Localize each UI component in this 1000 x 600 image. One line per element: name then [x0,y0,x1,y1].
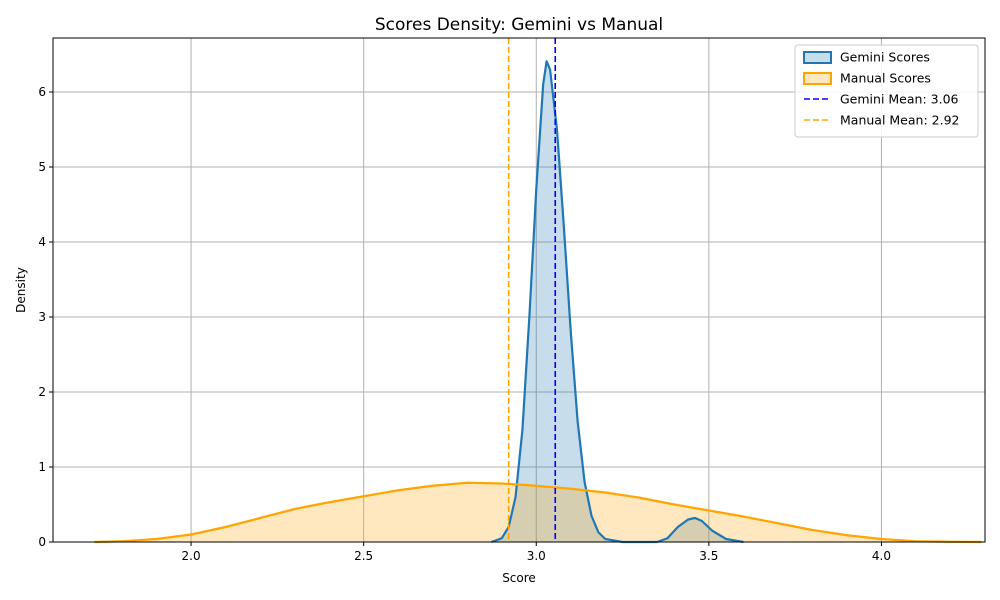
x-tick-label: 2.0 [182,549,201,563]
y-tick-label: 5 [38,160,46,174]
grid [53,38,985,543]
legend-swatch [803,72,832,85]
legend-item-gemini-scores: Gemini Scores [803,50,930,65]
density-lines [94,60,982,544]
legend-item-manual-scores: Manual Scores [803,71,931,86]
legend-box [794,44,979,138]
y-tick-label: 6 [38,85,46,99]
plot-frame [52,37,986,543]
density-fills [94,61,982,542]
legend-label: Gemini Mean: 3.06 [840,92,959,107]
y-axis-ticks: 0 1 2 3 4 5 6 [38,85,53,549]
y-tick-label: 1 [38,460,46,474]
x-tick-label: 4.0 [872,549,891,563]
gemini-scores-line [491,60,744,544]
y-axis-title: Density [14,267,28,313]
x-tick-label: 3.5 [699,549,718,563]
y-tick-label: 4 [38,235,46,249]
manual-scores-area [94,482,982,542]
y-tick-label: 0 [38,535,46,549]
legend-label: Manual Mean: 2.92 [840,113,959,128]
legend-label: Gemini Scores [840,50,930,65]
x-tick-label: 2.5 [354,549,373,563]
legend-label: Manual Scores [840,71,931,86]
mean-lines [507,38,557,542]
legend-item-manual-mean: Manual Mean: 2.92 [804,113,959,128]
x-axis-title: Score [502,571,536,585]
gemini-scores-area [491,61,744,542]
x-tick-label: 3.0 [527,549,546,563]
y-tick-label: 2 [38,385,46,399]
legend-item-gemini-mean: Gemini Mean: 3.06 [804,92,959,107]
chart-title: Scores Density: Gemini vs Manual [375,15,663,35]
manual-scores-line [94,481,982,544]
y-tick-label: 3 [38,310,46,324]
legend: Gemini Scores Manual Scores Gemini Mean: 3… [794,44,979,138]
legend-swatch [803,51,832,64]
x-axis-ticks: 2.0 2.5 3.0 3.5 4.0 [182,542,891,563]
